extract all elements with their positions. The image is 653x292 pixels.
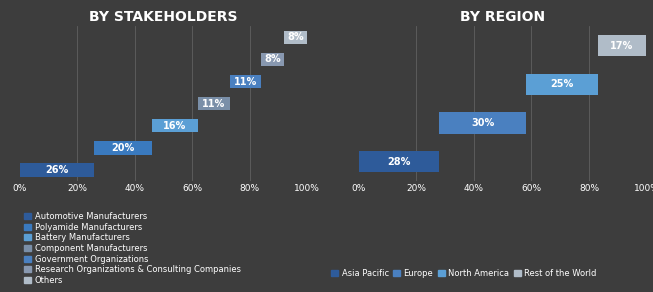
Title: BY REGION: BY REGION — [460, 10, 545, 24]
Bar — [20, 163, 94, 177]
Text: 26%: 26% — [45, 165, 69, 175]
Bar — [229, 75, 261, 88]
Text: 17%: 17% — [611, 41, 633, 51]
Bar — [359, 151, 439, 172]
Text: 11%: 11% — [202, 99, 225, 109]
Text: 8%: 8% — [264, 54, 281, 65]
Bar — [261, 53, 284, 66]
Text: 16%: 16% — [163, 121, 187, 131]
Bar — [94, 141, 152, 154]
Text: 11%: 11% — [234, 77, 257, 86]
Bar — [526, 74, 597, 95]
Bar — [284, 31, 307, 44]
Legend: Asia Pacific, Europe, North America, Rest of the World: Asia Pacific, Europe, North America, Res… — [330, 269, 597, 278]
Legend: Automotive Manufacturers, Polyamide Manufacturers, Battery Manufacturers, Compon: Automotive Manufacturers, Polyamide Manu… — [24, 212, 240, 285]
Text: 28%: 28% — [387, 157, 411, 167]
Text: 25%: 25% — [550, 79, 573, 89]
Bar — [597, 35, 646, 56]
Text: 8%: 8% — [287, 32, 304, 42]
Bar — [152, 119, 198, 132]
Text: 30%: 30% — [471, 118, 494, 128]
Title: BY STAKEHOLDERS: BY STAKEHOLDERS — [89, 10, 238, 24]
Text: 20%: 20% — [112, 143, 135, 153]
Bar — [198, 97, 229, 110]
Bar — [439, 112, 526, 134]
